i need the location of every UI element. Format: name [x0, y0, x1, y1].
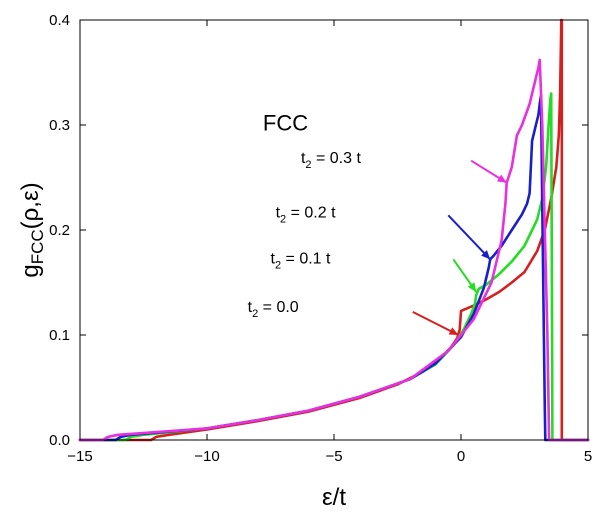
annotation-arrowhead-1 [467, 282, 477, 292]
series-annotation-1: t2 = 0.1 t [271, 251, 332, 272]
x-tick-label: −15 [67, 448, 92, 465]
x-tick-label: −10 [194, 448, 219, 465]
annotation-layer: t2 = 0.0 t2 = 0.1 t t2 = 0.2 t t2 = 0.3 t [248, 150, 508, 336]
y-axis-label-main: g [17, 264, 44, 277]
series-line-3 [78, 58, 590, 442]
x-tick-label: −5 [325, 448, 342, 465]
y-axis-label-args: (ρ,ε) [17, 182, 44, 229]
panel-label: FCC [263, 110, 308, 135]
x-tick-label: 5 [584, 448, 592, 465]
tick-layer: −15 −10 −5 0 5 0.0 0.1 0.2 0.3 0.4 [49, 12, 592, 465]
series-annotation-3: t2 = 0.3 t [301, 150, 362, 171]
y-tick-label: 0.2 [49, 222, 70, 239]
y-tick-label: 0.3 [49, 117, 70, 134]
series-line-1 [78, 92, 590, 442]
y-axis-label: gFCC(ρ,ε) [17, 182, 47, 277]
x-axis-label: ε/t [322, 484, 346, 511]
x-tick-label: 0 [457, 448, 465, 465]
series-annotation-0: t2 = 0.0 [248, 299, 299, 320]
annotation-arrowhead-2 [481, 250, 491, 260]
annotation-arrowhead-3 [496, 174, 507, 183]
y-axis-label-sub: FCC [28, 229, 47, 264]
y-tick-label: 0.1 [49, 327, 70, 344]
annotation-arrow-2 [447, 214, 491, 261]
annotation-arrowhead-0 [448, 327, 459, 335]
y-tick-label: 0.0 [49, 432, 70, 449]
series-annotation-2: t2 = 0.2 t [276, 204, 337, 225]
series-line-2 [78, 94, 590, 442]
series-layer [78, 18, 590, 442]
y-tick-label: 0.4 [49, 12, 70, 29]
